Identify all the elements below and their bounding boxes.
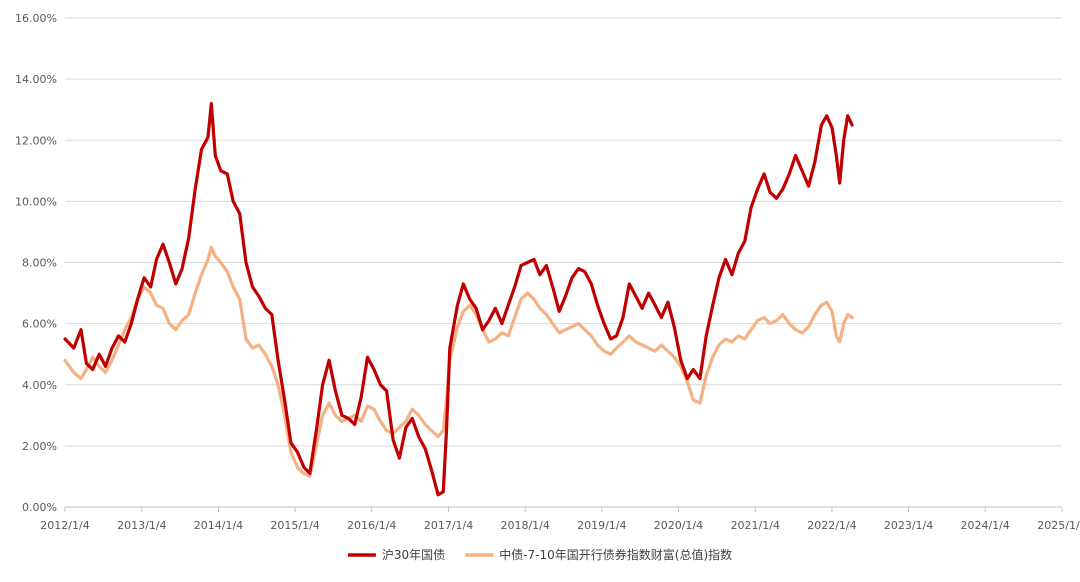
legend-item-2: 中债-7-10年国开行债券指数财富(总值)指数 xyxy=(465,547,732,562)
x-axis-ticks: 2012/1/4 2013/1/4 2014/1/4 2015/1/4 2016/1/4… xyxy=(40,519,1080,532)
series-line-1 xyxy=(63,102,854,497)
y-axis-ticks: 0.00% 2.00% 4.00% 6.00% 8.00% 10.00% 12.00% 14.… xyxy=(15,12,57,514)
x-tick-label: 2015/1/4 xyxy=(270,519,319,532)
x-tick-label: 2017/1/4 xyxy=(424,519,473,532)
y-tick-label: 8.00% xyxy=(22,257,57,270)
series-lines xyxy=(63,102,854,497)
y-tick-label: 12.00% xyxy=(15,134,57,147)
legend: 沪30年国债 中债-7-10年国开行债券指数财富(总值)指数 xyxy=(347,547,732,562)
x-tick-label: 2025/1/4 xyxy=(1037,519,1080,532)
x-tick-label: 2024/1/4 xyxy=(960,519,1009,532)
y-tick-label: 4.00% xyxy=(22,379,57,392)
y-tick-label: 2.00% xyxy=(22,440,57,453)
x-tick-label: 2016/1/4 xyxy=(347,519,396,532)
x-tick-label: 2019/1/4 xyxy=(577,519,626,532)
x-tick-label: 2023/1/4 xyxy=(884,519,933,532)
x-tick-label: 2012/1/4 xyxy=(40,519,89,532)
legend-item-1: 沪30年国债 xyxy=(347,548,445,562)
series-line-2 xyxy=(63,245,854,478)
legend-label: 沪30年国债 xyxy=(382,548,445,562)
y-tick-label: 0.00% xyxy=(22,501,57,514)
y-tick-label: 10.00% xyxy=(15,195,57,208)
y-tick-label: 16.00% xyxy=(15,12,57,25)
gridlines xyxy=(65,17,1062,447)
x-tick-label: 2014/1/4 xyxy=(194,519,243,532)
x-tick-label: 2020/1/4 xyxy=(654,519,703,532)
x-tick-label: 2018/1/4 xyxy=(500,519,549,532)
x-tick-label: 2022/1/4 xyxy=(807,519,856,532)
x-tick-label: 2021/1/4 xyxy=(731,519,780,532)
y-tick-label: 6.00% xyxy=(22,318,57,331)
axes xyxy=(64,506,1063,512)
legend-label: 中债-7-10年国开行债券指数财富(总值)指数 xyxy=(499,547,732,562)
y-tick-label: 14.00% xyxy=(15,73,57,86)
x-tick-label: 2013/1/4 xyxy=(117,519,166,532)
